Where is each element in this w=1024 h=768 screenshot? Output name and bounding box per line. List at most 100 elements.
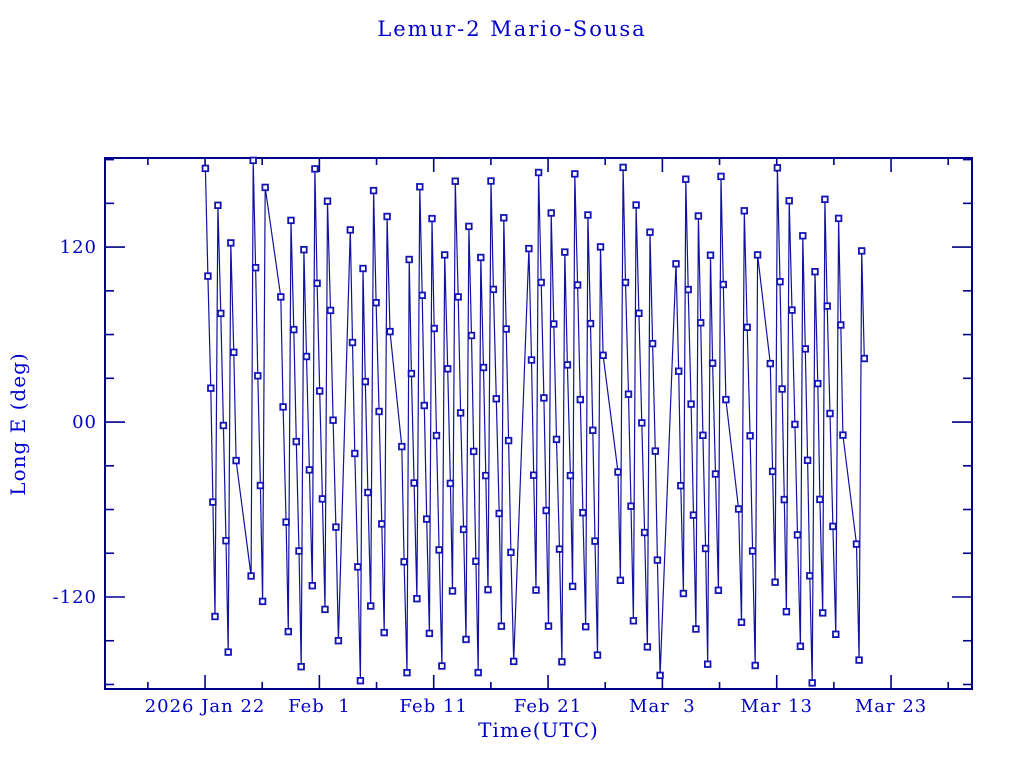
- data-point-marker: [740, 207, 748, 215]
- data-point-marker: [204, 272, 212, 280]
- data-point-marker: [791, 420, 799, 429]
- data-point-marker: [596, 243, 605, 251]
- data-point-marker: [492, 395, 500, 403]
- data-point-marker: [318, 495, 327, 503]
- data-point-marker: [839, 431, 847, 439]
- data-point-marker: [232, 456, 240, 465]
- data-point-marker: [251, 263, 260, 272]
- data-point-marker: [422, 515, 431, 523]
- data-point-marker: [462, 635, 470, 644]
- data-point-marker: [753, 251, 762, 259]
- data-point-marker: [788, 306, 796, 314]
- data-point-marker: [537, 278, 545, 287]
- y-tick-labels: 120 00 -120: [53, 237, 97, 608]
- data-point-marker: [201, 164, 210, 173]
- data-point-marker: [219, 421, 228, 430]
- data-point-marker: [624, 390, 633, 398]
- data-point-marker: [576, 395, 584, 404]
- data-point-marker: [497, 622, 506, 630]
- data-point-marker: [692, 625, 700, 633]
- data-point-marker: [837, 321, 845, 329]
- data-point-marker: [793, 531, 802, 539]
- data-point-marker: [679, 589, 688, 598]
- data-point-marker: [717, 172, 725, 181]
- data-point-marker: [479, 363, 488, 372]
- data-point-marker: [796, 642, 805, 650]
- data-point-marker: [751, 661, 759, 670]
- data-point-marker: [398, 442, 406, 451]
- data-point-marker: [351, 449, 359, 458]
- data-point-marker: [635, 309, 643, 317]
- data-point-marker: [380, 628, 388, 637]
- data-point-marker: [348, 338, 357, 347]
- data-point-marker: [780, 495, 788, 504]
- data-point-marker: [364, 488, 372, 497]
- data-point-marker: [418, 291, 426, 299]
- data-point-marker: [677, 481, 685, 490]
- data-point-marker: [332, 523, 340, 531]
- data-point-marker: [711, 470, 720, 478]
- data-point-marker: [454, 293, 462, 301]
- data-point-marker: [279, 403, 287, 411]
- data-point-marker: [816, 495, 824, 504]
- data-point-marker: [719, 280, 727, 289]
- data-point-marker: [579, 508, 587, 517]
- y-tick-label: 00: [72, 412, 97, 433]
- data-point-marker: [211, 612, 219, 621]
- data-point-marker: [682, 175, 690, 183]
- data-point-marker: [334, 637, 343, 645]
- x-tick-label: Mar 23: [855, 696, 927, 717]
- data-point-marker: [806, 572, 814, 580]
- data-point-marker: [487, 177, 495, 185]
- data-point-marker: [467, 331, 476, 340]
- data-point-marker: [584, 211, 592, 219]
- data-point-marker: [378, 520, 386, 528]
- data-point-marker: [773, 164, 782, 172]
- data-point-marker: [782, 608, 791, 616]
- data-point-marker: [599, 351, 607, 359]
- data-point-marker: [586, 319, 595, 328]
- data-point-marker: [420, 401, 428, 410]
- data-point-marker: [829, 522, 837, 531]
- data-point-marker: [489, 285, 498, 294]
- data-point-marker: [209, 498, 217, 506]
- data-point-marker: [495, 509, 503, 518]
- data-point-marker: [261, 183, 269, 192]
- data-point-marker: [446, 479, 455, 488]
- data-point-marker: [699, 431, 707, 439]
- data-point-marker: [684, 285, 692, 294]
- data-point-marker: [532, 586, 540, 594]
- data-point-marker: [407, 369, 416, 378]
- data-point-marker: [329, 416, 337, 424]
- data-point-marker: [614, 468, 622, 476]
- data-point-marker: [737, 618, 746, 626]
- data-point-marker: [383, 212, 391, 221]
- data-point-marker: [568, 582, 577, 591]
- data-point-marker: [477, 253, 485, 262]
- data-point-marker: [375, 407, 383, 416]
- x-tick-label: Feb 11: [400, 696, 468, 717]
- data-point-marker: [504, 436, 513, 445]
- data-point-marker: [313, 279, 321, 287]
- data-point-marker: [472, 557, 480, 565]
- data-point-marker: [687, 400, 695, 408]
- data-point-marker: [766, 359, 774, 368]
- data-point-marker: [217, 309, 225, 318]
- data-point-marker: [697, 319, 705, 327]
- data-point-marker: [785, 197, 793, 205]
- data-point-marker: [852, 540, 861, 548]
- data-point-marker: [302, 352, 311, 361]
- data-point-marker: [230, 348, 238, 356]
- data-point-marker: [858, 247, 866, 255]
- data-point-marker: [410, 479, 418, 487]
- data-point-marker: [416, 183, 424, 191]
- data-point-marker: [432, 431, 441, 440]
- data-point-marker: [593, 651, 602, 659]
- data-point-marker: [527, 356, 536, 364]
- data-point-marker: [326, 306, 335, 315]
- data-point-marker: [558, 658, 566, 666]
- data-point-marker: [500, 214, 508, 222]
- data-point-marker: [803, 456, 812, 464]
- frame-border: [104, 157, 973, 690]
- data-point-marker: [359, 264, 367, 273]
